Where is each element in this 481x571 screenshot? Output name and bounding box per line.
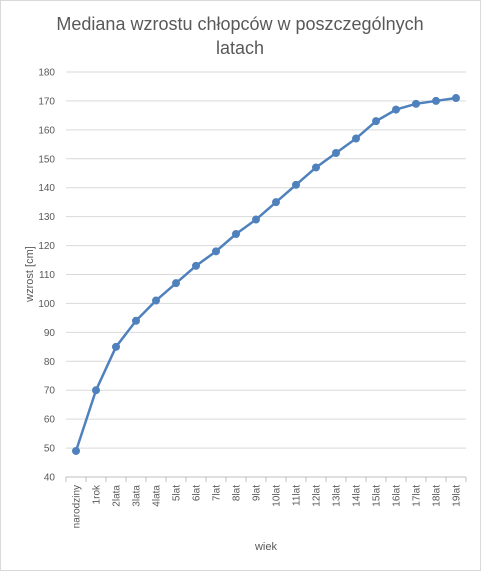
y-tick-label: 160 — [38, 125, 55, 136]
x-tick-label: 4lata — [152, 485, 163, 507]
x-tick-label: 2lata — [112, 485, 123, 507]
y-tick-label: 70 — [44, 386, 56, 397]
x-tick-label: narodziny — [72, 485, 83, 528]
y-tick-label: 50 — [44, 444, 56, 455]
data-point — [152, 296, 160, 305]
x-tick-label: 16lat — [392, 485, 403, 507]
y-tick-label: 110 — [39, 270, 55, 281]
x-axis-title: wiek — [254, 541, 278, 553]
y-axis-title: wzrost [cm] — [24, 246, 36, 303]
x-tick-label: 3lata — [132, 485, 143, 507]
y-tick-label: 90 — [44, 328, 56, 339]
x-tick-label: 17lat — [412, 485, 423, 507]
x-tick-label: 9lat — [252, 485, 263, 501]
y-tick-label: 150 — [38, 154, 55, 165]
data-point — [392, 105, 400, 114]
x-tick-label: 6lat — [192, 485, 203, 501]
data-point — [352, 134, 360, 143]
y-tick-label: 60 — [44, 415, 56, 426]
data-point — [72, 446, 80, 455]
y-tick-label: 80 — [44, 357, 56, 368]
x-tick-label: 18lat — [432, 485, 443, 507]
data-point — [432, 96, 440, 105]
x-tick-label: 15lat — [372, 485, 383, 507]
x-tick-label: 1rok — [92, 484, 103, 504]
data-point — [332, 149, 340, 157]
gridlines — [66, 71, 466, 478]
y-tick-label: 180 — [38, 68, 55, 79]
x-tick-label: 5lat — [172, 485, 183, 501]
y-tick-label: 120 — [38, 241, 55, 252]
data-point — [412, 99, 420, 108]
x-tick-label: 7lat — [212, 485, 223, 501]
y-tick-label: 100 — [38, 299, 55, 310]
data-point — [312, 163, 320, 172]
series-group — [72, 94, 460, 455]
data-point — [192, 261, 200, 270]
y-tick-label: 170 — [38, 96, 55, 107]
x-tick-label: 13lat — [332, 485, 343, 507]
y-tick-label: 40 — [44, 473, 56, 484]
data-point — [92, 386, 100, 395]
x-axis-ticks: narodziny 1rok 2lata 3lata 4lata 5lat 6lat 7lat… — [65, 477, 467, 528]
x-tick-label: 8lat — [232, 485, 243, 501]
x-tick-label: 19lat — [452, 485, 463, 507]
data-point — [212, 247, 220, 256]
x-tick-label: 12lat — [312, 485, 323, 507]
data-point — [252, 215, 260, 224]
x-tick-label: 14lat — [352, 485, 363, 507]
data-point — [292, 180, 300, 189]
data-point — [272, 198, 280, 207]
data-point — [132, 316, 140, 325]
chart-title: Mediana wzrostu chłopców w poszczególnyc… — [56, 14, 424, 58]
data-point — [452, 94, 460, 103]
x-tick-label: 10lat — [272, 485, 283, 507]
y-tick-label: 140 — [38, 183, 55, 194]
x-tick-label: 11lat — [292, 485, 303, 506]
y-axis-ticks: 40 50 60 70 80 90 100 110 120 130 140 150 160 170 180 — [38, 68, 55, 484]
data-point — [172, 279, 180, 288]
data-point — [232, 230, 240, 238]
data-point — [372, 117, 380, 126]
data-point — [112, 342, 120, 351]
y-tick-label: 130 — [38, 212, 55, 223]
